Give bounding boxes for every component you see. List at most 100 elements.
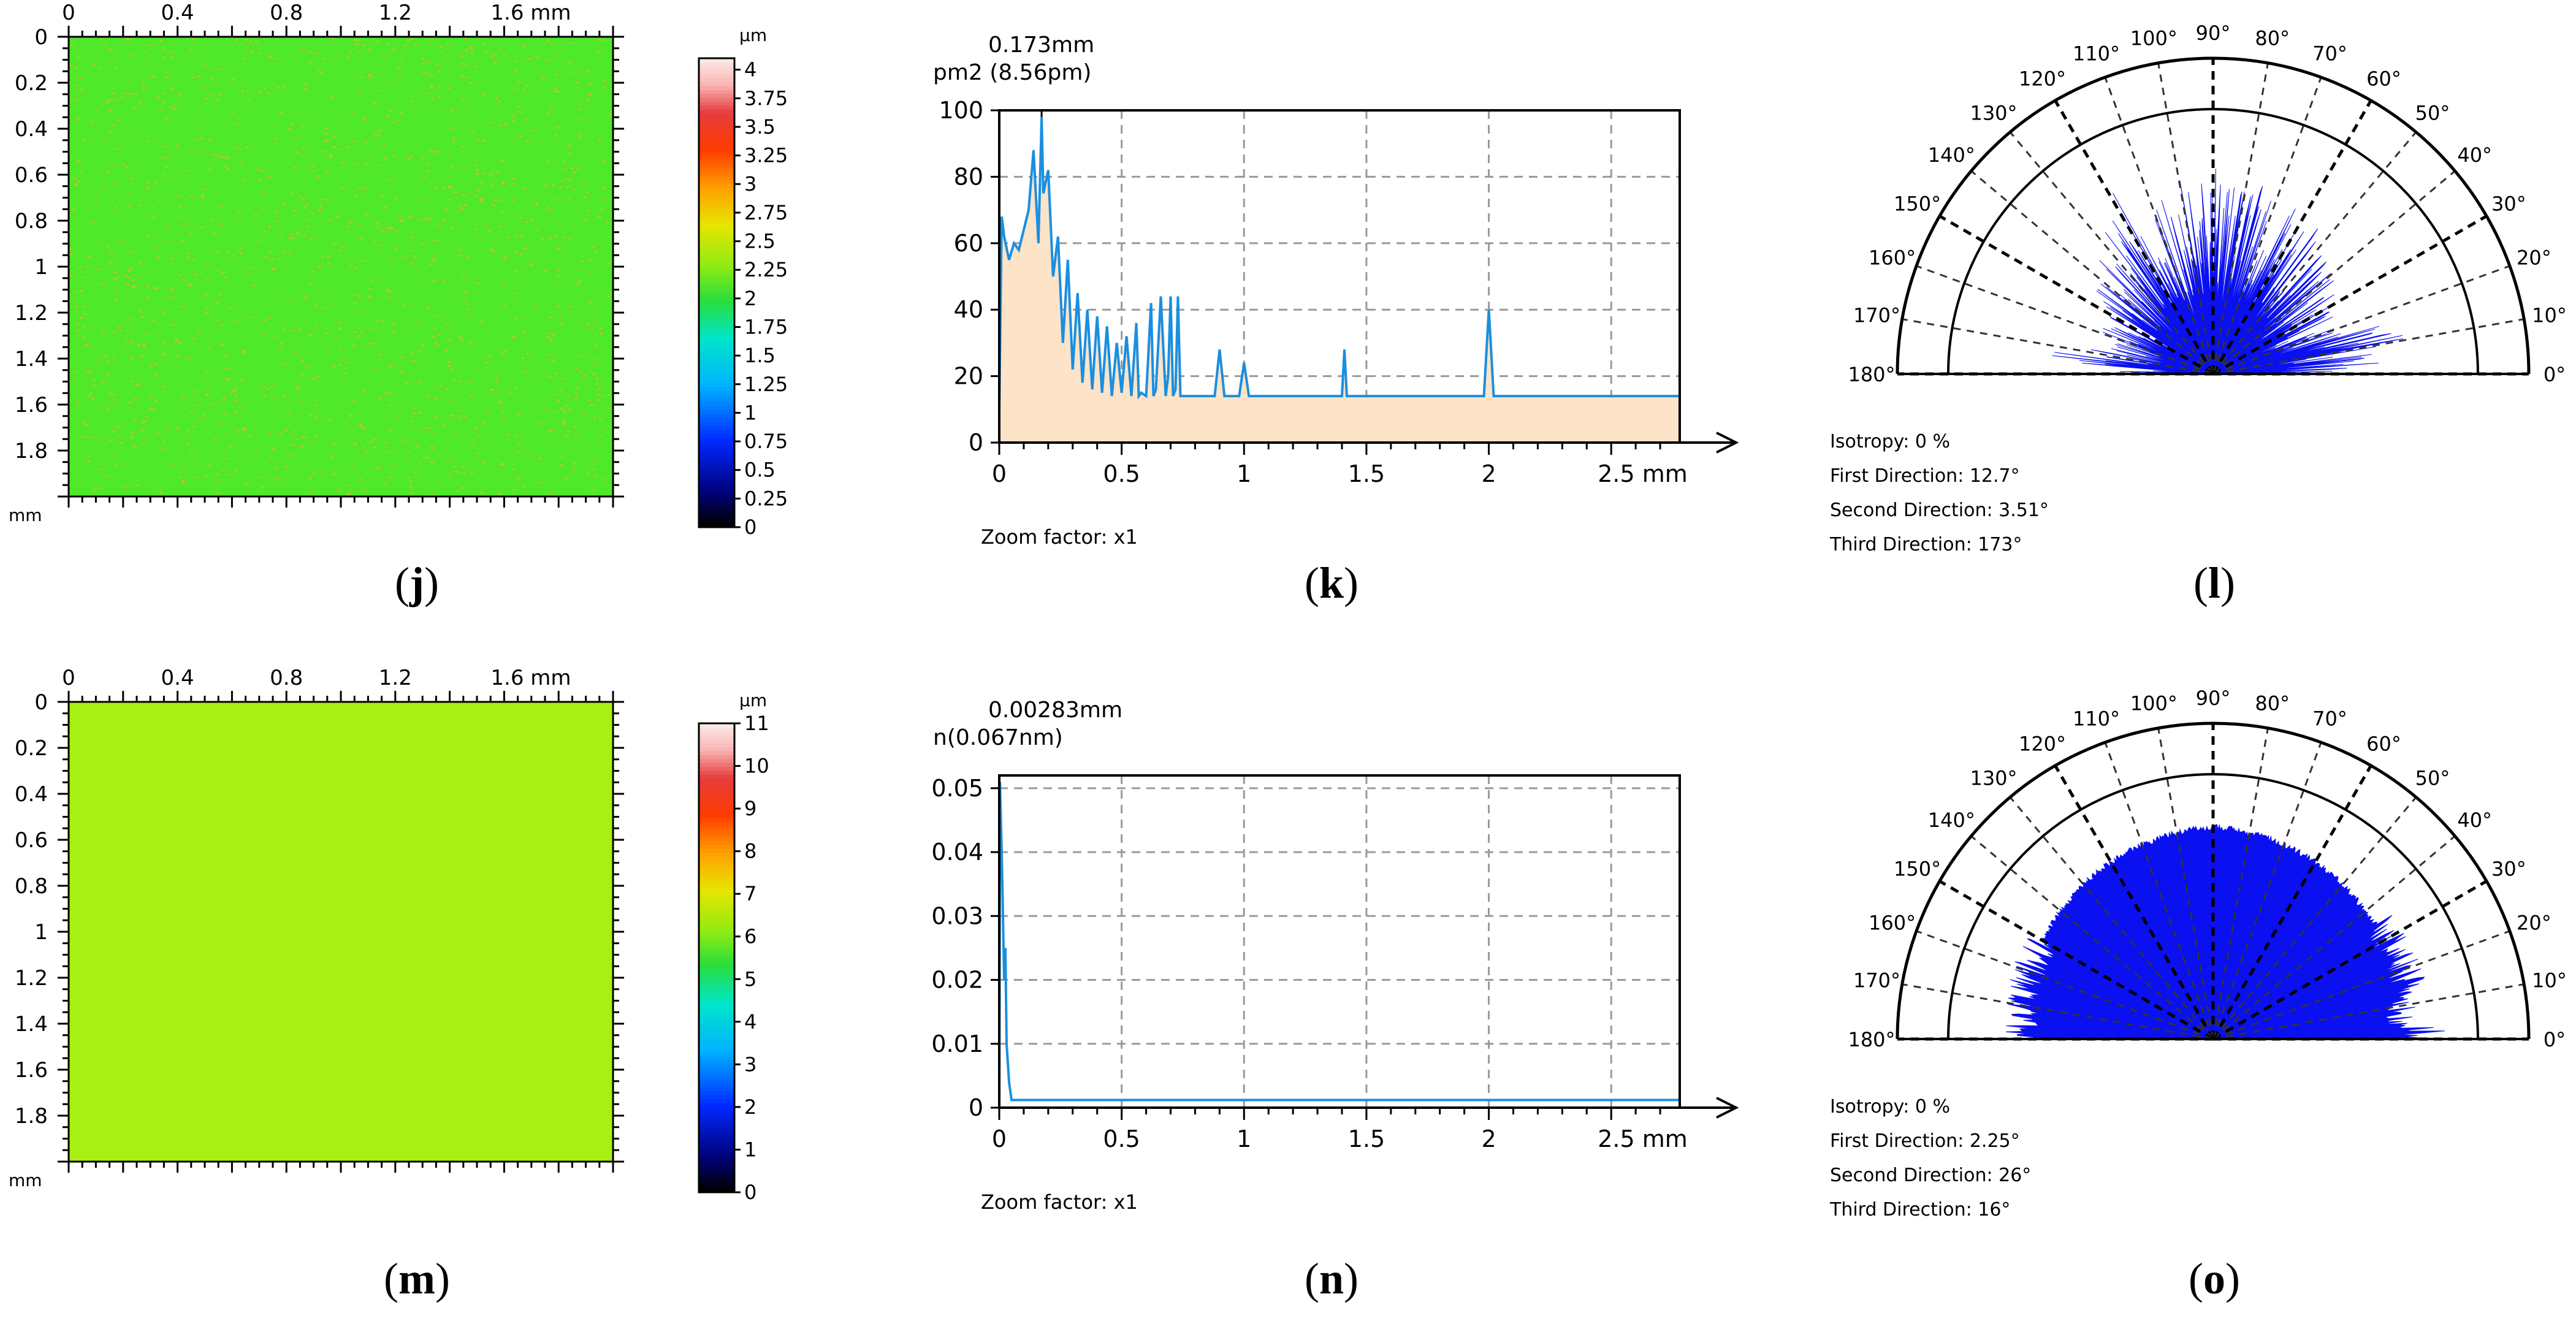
colorbar-band [699,1032,734,1037]
speckle-point [323,141,327,143]
speckle-point [595,378,599,380]
speckle-point [501,410,505,413]
speckle-point [216,302,219,304]
speckle-point [226,250,230,253]
speckle-point [95,194,98,196]
speckle-point [391,259,394,261]
colorbar-band [699,425,734,430]
speckle-point [327,199,330,201]
caption-paren-open: ( [384,1254,398,1303]
colorbar-tick-label: 2.25 [744,258,788,281]
speckle-point [380,194,384,197]
speckle-point [359,332,363,334]
speckle-point [222,470,226,472]
speckle-point [189,48,193,51]
angle-label: 100° [2130,27,2178,50]
speckle-point [296,151,299,154]
speckle-point [314,325,318,327]
speckle-point [233,320,237,322]
speckle-point [211,154,215,156]
angle-label: 0° [2544,1028,2566,1051]
colorbar-band [699,371,734,376]
speckle-point [579,370,583,373]
speckle-point [332,135,336,138]
speckle-point [410,492,414,494]
speckle-point [455,431,459,433]
colorbar-band [699,93,734,98]
speckle-point [329,154,333,156]
colorbar-band [699,238,734,243]
colorbar-band [699,242,734,246]
colorbar-band [699,1043,734,1048]
speckle-point [514,69,517,72]
speckle-point [457,210,461,212]
speckle-point [354,194,358,197]
speckle-point [92,490,96,492]
speckle-point [566,177,570,180]
speckle-point [276,86,280,89]
colorbar-band [699,484,734,489]
speckle-point [74,177,77,180]
speckle-point [437,70,441,73]
speckle-point [181,469,185,471]
y-tick-label: 1.6 [15,1058,48,1083]
angle-label: 100° [2130,692,2178,715]
angle-label: 40° [2457,143,2492,167]
speckle-point [131,435,134,437]
speckle-point [436,345,440,347]
speckle-point [460,63,464,65]
speckle-point [175,427,179,430]
colorbar-band [699,246,734,251]
speckle-point [481,491,484,493]
speckle-point [376,134,380,136]
speckle-point [159,40,163,42]
speckle-point [556,126,560,129]
speckle-point [331,37,335,40]
speckle-point [139,262,142,265]
speckle-point [330,455,333,458]
speckle-point [163,239,167,242]
speckle-point [589,301,592,303]
speckle-point [106,373,110,375]
speckle-point [447,153,451,155]
speckle-point [172,108,176,110]
speckle-point [377,129,381,132]
speckle-point [118,239,122,242]
speckle-point [319,72,322,74]
speckle-point [166,228,169,230]
speckle-point [288,128,292,130]
speckle-point [566,186,570,188]
speckle-point [498,400,502,403]
speckle-point [189,283,192,286]
speckle-point [516,479,520,481]
speckle-point [272,267,276,270]
speckle-point [135,383,139,386]
speckle-point [166,157,169,159]
colorbar-band [699,1091,734,1095]
speckle-point [169,463,173,465]
speckle-point [200,226,204,228]
speckle-point [474,229,478,231]
colorbar-frame [698,722,736,1193]
speckle-point [465,77,469,79]
colorbar-band [699,731,734,736]
speckle-point [361,260,365,262]
angle-ray [2212,77,2322,375]
speckle-point [227,157,231,159]
speckle-point [514,251,518,253]
speckle-point [603,79,607,82]
speckle-point [444,208,448,211]
speckle-point [209,93,213,96]
speckle-point [443,425,446,427]
speckle-point [135,132,139,134]
speckle-point [224,413,228,415]
speckle-point [231,78,234,81]
speckle-point [462,98,465,101]
caption-letter: n [1319,1254,1344,1303]
speckle-point [577,108,581,111]
speckle-point [248,434,251,436]
speckle-point [590,327,593,329]
speckle-point [215,99,219,101]
speckle-point [416,445,420,447]
panel-caption: (m) [384,1254,450,1303]
